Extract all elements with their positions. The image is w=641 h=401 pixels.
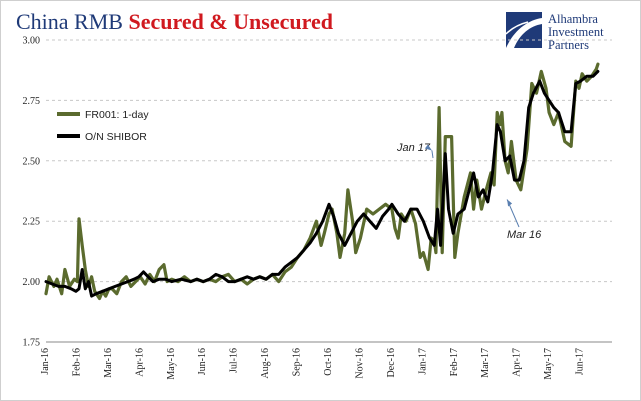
- y-tick-label: 2.50: [23, 156, 41, 167]
- y-tick-label: 2.75: [23, 96, 41, 107]
- y-tick-label: 1.75: [23, 338, 41, 349]
- x-tick-label: Mar-16: [103, 348, 114, 378]
- logo-line-1: Alhambra: [548, 12, 598, 26]
- x-tick-label: Jul-16: [229, 348, 240, 373]
- x-tick-label: Apr-17: [512, 348, 523, 377]
- x-tick-label: Aug-16: [260, 348, 271, 379]
- x-tick-label: Mar-17: [480, 348, 491, 378]
- x-tick-label: Nov-16: [354, 348, 365, 379]
- annotation-arrowhead: [507, 199, 513, 207]
- title-part-1: China RMB: [16, 9, 123, 34]
- title-part-2: Secured & Unsecured: [128, 9, 333, 34]
- x-tick-label: Feb-16: [71, 348, 82, 376]
- annotation-label: Jan 17: [396, 142, 431, 154]
- annotation-arrow: [431, 150, 434, 159]
- y-tick-label: 2.25: [23, 217, 41, 228]
- x-tick-label: Jun-17: [575, 348, 586, 375]
- logo-text: Alhambra Investment Partners: [548, 13, 604, 52]
- annotation-label: Mar 16: [507, 229, 542, 241]
- series-line-fr001: [44, 62, 600, 301]
- x-tick-label: Feb-17: [449, 348, 460, 376]
- x-tick-label: Dec-16: [386, 348, 397, 377]
- x-tick-label: Jun-16: [197, 348, 208, 375]
- x-tick-label: Jan-17: [417, 348, 428, 375]
- y-tick-label: 3.00: [23, 36, 41, 47]
- x-tick-label: Jan-16: [40, 348, 51, 375]
- legend-label: FR001: 1-day: [85, 109, 149, 121]
- x-tick-label: Oct-16: [323, 348, 334, 376]
- logo-line-3: Partners: [548, 38, 589, 52]
- x-tick-label: May-16: [166, 348, 177, 380]
- x-tick-label: Sep-16: [292, 348, 303, 376]
- x-tick-label: Apr-16: [134, 348, 145, 377]
- annotation-arrowhead: [424, 144, 432, 151]
- legend-label: O/N SHIBOR: [85, 131, 147, 143]
- chart-title: China RMB Secured & Unsecured: [16, 9, 333, 35]
- series-line-shibor: [44, 69, 600, 298]
- logo-line-2: Investment: [548, 25, 604, 39]
- y-tick-label: 2.00: [23, 277, 41, 288]
- x-tick-label: May-17: [543, 348, 554, 380]
